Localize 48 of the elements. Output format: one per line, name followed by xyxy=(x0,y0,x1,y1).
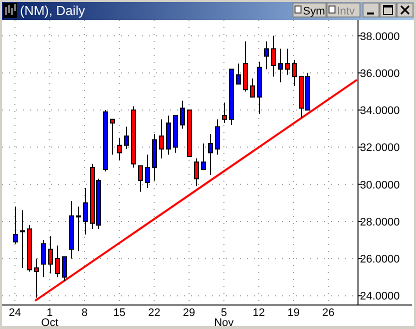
candlestick xyxy=(292,59,297,86)
candlestick xyxy=(159,118,164,159)
y-tick-label: 34.0000 xyxy=(360,105,400,118)
x-tick-label: 19 xyxy=(287,307,300,319)
candlestick xyxy=(83,188,88,235)
candlestick xyxy=(41,240,46,278)
candlestick xyxy=(55,245,60,278)
candlestick xyxy=(124,126,129,150)
candlestick xyxy=(271,35,276,78)
x-tick-label: 24 xyxy=(8,307,22,319)
candlestick xyxy=(110,118,115,156)
candlestick xyxy=(222,102,227,124)
candlestick xyxy=(264,40,269,70)
candlestick xyxy=(278,48,283,83)
candlestick xyxy=(250,78,255,98)
candlestick xyxy=(13,206,18,244)
candlestick xyxy=(215,118,220,156)
candlestick xyxy=(62,256,67,282)
x-tick-label: 22 xyxy=(148,307,160,319)
candlestick xyxy=(180,100,185,130)
y-tick-label: 28.0000 xyxy=(360,216,400,228)
x-tick-label: 29 xyxy=(182,307,196,319)
candlestick xyxy=(48,236,53,274)
x-tick-label: 12 xyxy=(252,307,265,319)
y-tick-label: 30.0000 xyxy=(360,179,400,192)
candlestick xyxy=(236,63,241,85)
y-tick-label: 32.0000 xyxy=(360,142,400,154)
y-tick-label: 36.0000 xyxy=(360,68,400,80)
x-tick-label: 1 Oct xyxy=(41,307,58,329)
candlestick xyxy=(201,142,206,170)
candlestick xyxy=(117,137,122,161)
x-tick-label: 15 xyxy=(113,307,126,319)
candlestick xyxy=(76,206,81,252)
candlestick xyxy=(145,154,150,189)
y-tick-label: 24.0000 xyxy=(360,290,400,303)
x-tick-label: 26 xyxy=(322,307,335,319)
y-tick-label: 26.0000 xyxy=(360,254,400,266)
candlestick xyxy=(138,165,143,192)
candlestick xyxy=(208,134,213,176)
chart-title: (NM), Daily xyxy=(20,3,86,18)
candlestick xyxy=(285,48,290,76)
x-tick-label: 5 Nov xyxy=(214,307,234,329)
x-tick-label: 8 xyxy=(81,307,88,319)
y-tick-label: 38.0000 xyxy=(360,30,400,43)
candlestick xyxy=(20,210,25,268)
toggle-button: Intv xyxy=(326,2,360,18)
candlestick xyxy=(194,158,199,187)
toggle-button: Sym xyxy=(292,2,326,18)
